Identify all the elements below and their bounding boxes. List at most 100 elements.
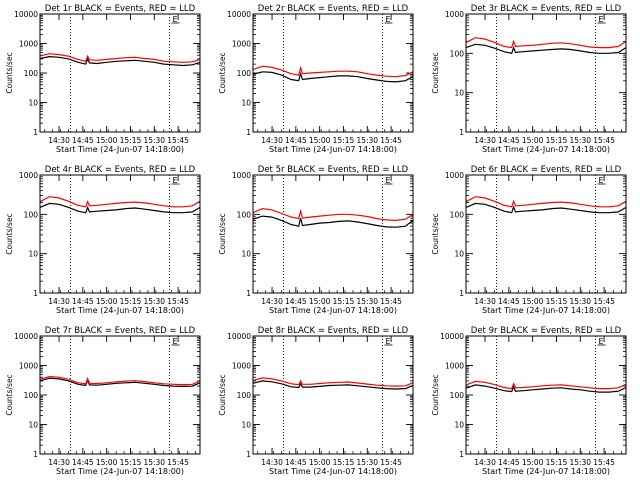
y-tick-label: 1000: [19, 171, 38, 180]
detector-panel-9: Det 9r BLACK = Events, RED = LLD 1 10 100 10…: [431, 326, 627, 476]
y-axis-label: Counts/sec: [5, 374, 14, 415]
x-tick-label: 15:30: [143, 458, 165, 467]
plot-frame: [252, 174, 414, 294]
y-tick-label: 10: [241, 99, 251, 108]
x-tick-label: 15:45: [380, 297, 402, 306]
x-tick-label: 15:00: [309, 458, 331, 467]
series-line-events: [465, 384, 627, 393]
y-tick-label: 10: [28, 421, 38, 430]
x-tick-label: 14:30: [261, 136, 283, 145]
detector-panel-1: Det 1r BLACK = Events, RED = LLD 1 10 100 10…: [5, 4, 201, 154]
x-tick-label: 15:00: [522, 297, 544, 306]
chart-title: Det 8r BLACK = Events, RED = LLD: [258, 326, 409, 336]
y-tick-label: 1000: [19, 362, 38, 371]
chart-title: Det 6r BLACK = Events, RED = LLD: [471, 165, 622, 175]
y-tick-label: 100: [24, 210, 39, 219]
series-line-lld: [39, 53, 201, 63]
series-line-lld: [465, 380, 627, 390]
x-tick-label: 14:30: [474, 297, 496, 306]
y-axis-label: Counts/sec: [218, 213, 227, 254]
x-tick-label: 14:30: [261, 297, 283, 306]
x-axis-label: Start Time (24-Jun-07 14:18:00): [56, 306, 184, 315]
y-tick-label: 100: [237, 69, 252, 78]
y-tick-label: 1000: [232, 40, 251, 49]
y-tick-label: 1000: [19, 40, 38, 49]
detector-panel-4: Det 4r BLACK = Events, RED = LLD 1 10 100 10…: [5, 165, 201, 315]
y-tick-label: 10: [28, 99, 38, 108]
x-tick-label: 15:30: [569, 136, 591, 145]
y-tick-label: 100: [237, 210, 252, 219]
y-axis-label: Counts/sec: [218, 52, 227, 93]
x-tick-label: 14:45: [72, 458, 94, 467]
x-tick-label: 15:30: [143, 297, 165, 306]
x-tick-label: 15:00: [522, 136, 544, 145]
interval-marker-label: E: [599, 337, 604, 346]
chart-title: Det 7r BLACK = Events, RED = LLD: [45, 326, 196, 336]
y-tick-label: 1: [33, 450, 38, 459]
series-line-lld: [465, 196, 627, 208]
x-axis-label: Start Time (24-Jun-07 14:18:00): [269, 306, 397, 315]
plot-frame: [39, 335, 201, 455]
x-tick-label: 14:45: [285, 458, 307, 467]
x-tick-label: 14:45: [72, 297, 94, 306]
series-line-events: [39, 202, 201, 214]
plot-frame: [39, 13, 201, 133]
chart-title: Det 2r BLACK = Events, RED = LLD: [258, 4, 409, 14]
interval-marker-label: E: [599, 15, 604, 24]
x-tick-label: 15:15: [546, 297, 568, 306]
x-tick-label: 15:45: [167, 297, 189, 306]
y-tick-label: 100: [450, 210, 465, 219]
interval-marker-label: E: [386, 337, 391, 346]
y-tick-label: 1000: [445, 171, 464, 180]
series-line-lld: [39, 196, 201, 208]
plot-frame: [465, 174, 627, 294]
y-tick-label: 10000: [227, 10, 251, 19]
x-axis-label: Start Time (24-Jun-07 14:18:00): [269, 467, 397, 476]
chart-title: Det 9r BLACK = Events, RED = LLD: [471, 326, 622, 336]
y-tick-label: 1: [459, 128, 464, 137]
x-tick-label: 15:30: [569, 297, 591, 306]
y-axis-label: Counts/sec: [431, 213, 440, 254]
plot-frame: [252, 13, 414, 133]
y-tick-label: 10000: [440, 332, 464, 341]
plot-frame: [39, 174, 201, 294]
x-tick-label: 15:30: [143, 136, 165, 145]
y-axis-label: Counts/sec: [5, 213, 14, 254]
series-line-events: [39, 377, 201, 388]
x-tick-label: 15:45: [593, 458, 615, 467]
detector-panel-3: Det 3r BLACK = Events, RED = LLD 1 10 100 10…: [431, 4, 627, 154]
y-tick-label: 10: [454, 421, 464, 430]
y-tick-label: 1000: [445, 362, 464, 371]
x-tick-label: 15:00: [309, 136, 331, 145]
plot-frame: [465, 13, 627, 133]
chart-title: Det 4r BLACK = Events, RED = LLD: [45, 165, 196, 175]
series-line-events: [465, 43, 627, 54]
x-tick-label: 15:15: [333, 136, 355, 145]
x-tick-label: 15:30: [569, 458, 591, 467]
x-tick-label: 14:45: [285, 136, 307, 145]
x-tick-label: 14:45: [72, 136, 94, 145]
detector-panel-5: Det 5r BLACK = Events, RED = LLD 1 10 100 10…: [218, 165, 414, 315]
x-tick-label: 15:00: [522, 458, 544, 467]
interval-marker-label: E: [173, 15, 178, 24]
x-tick-label: 15:45: [593, 136, 615, 145]
series-line-events: [39, 55, 201, 67]
y-tick-label: 1000: [232, 171, 251, 180]
x-tick-label: 15:15: [120, 458, 142, 467]
x-tick-label: 15:15: [120, 136, 142, 145]
y-tick-label: 1000: [232, 362, 251, 371]
detector-panel-8: Det 8r BLACK = Events, RED = LLD 1 10 100 10…: [218, 326, 414, 476]
x-tick-label: 14:45: [498, 297, 520, 306]
plot-frame: [465, 335, 627, 455]
x-tick-label: 15:15: [546, 458, 568, 467]
series-line-lld: [252, 65, 414, 78]
series-line-lld: [252, 207, 414, 222]
chart-title: Det 5r BLACK = Events, RED = LLD: [258, 165, 409, 175]
y-tick-label: 1: [246, 450, 251, 459]
y-axis-label: Counts/sec: [431, 374, 440, 415]
interval-marker-label: E: [386, 176, 391, 185]
detector-panel-2: Det 2r BLACK = Events, RED = LLD 1 10 100 10…: [218, 4, 414, 154]
chart-title: Det 1r BLACK = Events, RED = LLD: [45, 4, 196, 14]
x-tick-label: 15:45: [380, 136, 402, 145]
x-tick-label: 15:15: [120, 297, 142, 306]
